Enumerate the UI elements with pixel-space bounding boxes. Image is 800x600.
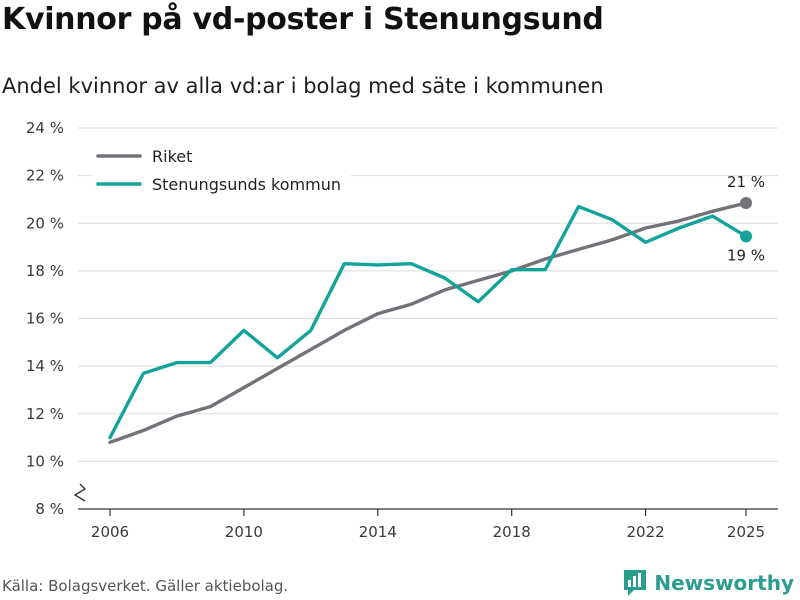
end-label-riket: 21 % bbox=[727, 173, 765, 191]
y-tick-label: 22 % bbox=[26, 167, 64, 185]
bar-chart-logo-icon bbox=[624, 570, 647, 596]
series-line-riket[interactable] bbox=[108, 201, 748, 444]
end-label-kommun: 19 % bbox=[727, 246, 765, 264]
y-tick-label: 12 % bbox=[26, 405, 64, 423]
y-tick-label: 10 % bbox=[26, 452, 64, 470]
series-line-kommun[interactable] bbox=[108, 204, 748, 440]
y-tick-label: 24 % bbox=[26, 119, 64, 137]
axis-break-icon bbox=[73, 483, 87, 502]
y-tick-label: 14 % bbox=[26, 357, 64, 375]
x-tick-label: 2014 bbox=[359, 523, 397, 541]
chart-title: Kvinnor på vd-poster i Stenungsund bbox=[2, 2, 604, 37]
end-point-kommun[interactable] bbox=[740, 230, 752, 243]
y-tick-label: 18 % bbox=[26, 262, 64, 280]
brand-name: Newsworthy bbox=[654, 571, 794, 595]
legend-label-kommun: Stenungsunds kommun bbox=[152, 175, 341, 194]
end-point-riket[interactable] bbox=[740, 197, 752, 210]
legend-label-riket: Riket bbox=[152, 147, 192, 166]
x-tick-label: 2022 bbox=[626, 523, 664, 541]
x-tick-label: 2025 bbox=[727, 523, 765, 541]
x-tick-label: 2018 bbox=[493, 523, 531, 541]
brand-logo[interactable]: Newsworthy bbox=[622, 568, 794, 598]
data-labels: 21 % 19 % bbox=[727, 173, 765, 264]
y-tick-label: 8 % bbox=[35, 500, 64, 518]
gridlines bbox=[78, 127, 778, 462]
x-tick-label: 2010 bbox=[225, 523, 263, 541]
y-tick-label: 16 % bbox=[26, 310, 64, 328]
source-note: Källa: Bolagsverket. Gäller aktiebolag. bbox=[2, 577, 289, 595]
chart-subtitle: Andel kvinnor av alla vd:ar i bolag med … bbox=[2, 74, 604, 98]
legend: Riket Stenungsunds kommun bbox=[92, 143, 351, 197]
series-lines bbox=[108, 197, 752, 444]
x-tick-label: 2006 bbox=[91, 523, 129, 541]
axes: 8 % 10 % 12 % 14 % 16 % 18 % 20 % 22 % 24 % 2006 2… bbox=[26, 119, 778, 541]
y-tick-label: 20 % bbox=[26, 214, 64, 232]
